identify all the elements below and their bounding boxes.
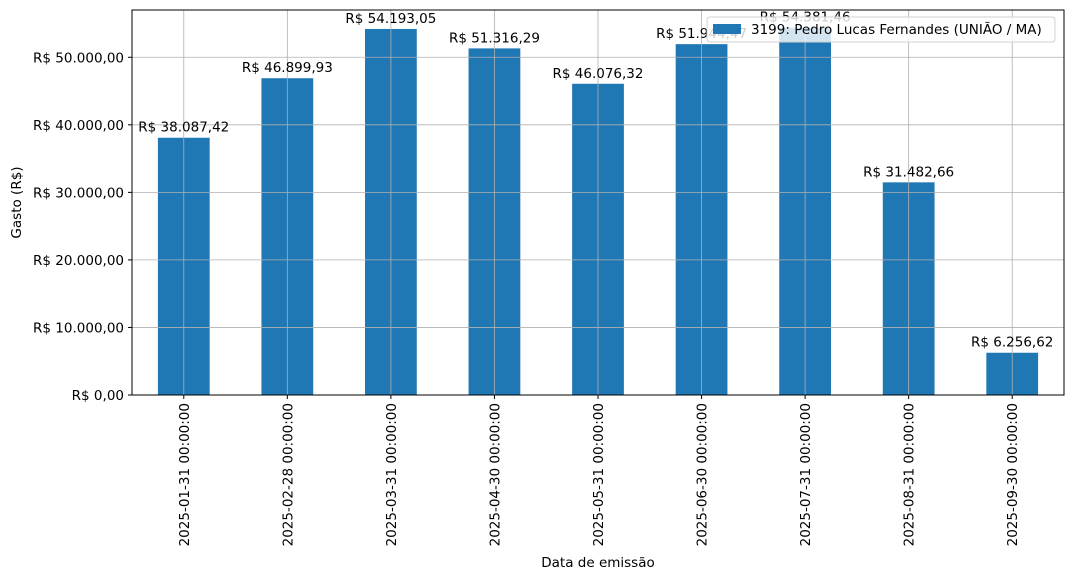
- x-tick-label: 2025-04-30 00:00:00: [487, 403, 503, 546]
- y-tick-label: R$ 0,00: [72, 388, 124, 404]
- y-tick-label: R$ 10.000,00: [33, 320, 124, 336]
- data-label: R$ 46.899,93: [242, 60, 333, 76]
- legend-swatch: [713, 24, 741, 34]
- y-axis-label: Gasto (R$): [9, 166, 25, 238]
- x-tick-label: 2025-07-31 00:00:00: [798, 403, 814, 546]
- x-tick-label: 2025-05-31 00:00:00: [591, 403, 607, 546]
- x-tick-label: 2025-03-31 00:00:00: [384, 403, 400, 546]
- data-label: R$ 6.256,62: [971, 335, 1053, 351]
- x-axis-label: Data de emissão: [541, 555, 655, 571]
- x-tick-label: 2025-01-31 00:00:00: [177, 403, 193, 546]
- data-label: R$ 51.316,29: [449, 30, 540, 46]
- y-tick-label: R$ 50.000,00: [33, 50, 124, 66]
- y-tick-label: R$ 30.000,00: [33, 185, 124, 201]
- data-label: R$ 38.087,42: [138, 120, 229, 136]
- data-label: R$ 46.076,32: [553, 66, 644, 82]
- y-tick-label: R$ 20.000,00: [33, 253, 124, 269]
- legend-label: 3199: Pedro Lucas Fernandes (UNIÃO / MA): [751, 21, 1042, 38]
- data-label: R$ 31.482,66: [863, 164, 954, 180]
- legend-box: [706, 16, 1056, 43]
- x-tick-label: 2025-08-31 00:00:00: [902, 403, 918, 546]
- y-tick-label: R$ 40.000,00: [33, 118, 124, 134]
- x-tick-label: 2025-02-28 00:00:00: [280, 403, 296, 546]
- x-tick-label: 2025-06-30 00:00:00: [695, 403, 711, 546]
- x-tick-label: 2025-09-30 00:00:00: [1005, 403, 1021, 546]
- data-label: R$ 54.193,05: [345, 11, 436, 27]
